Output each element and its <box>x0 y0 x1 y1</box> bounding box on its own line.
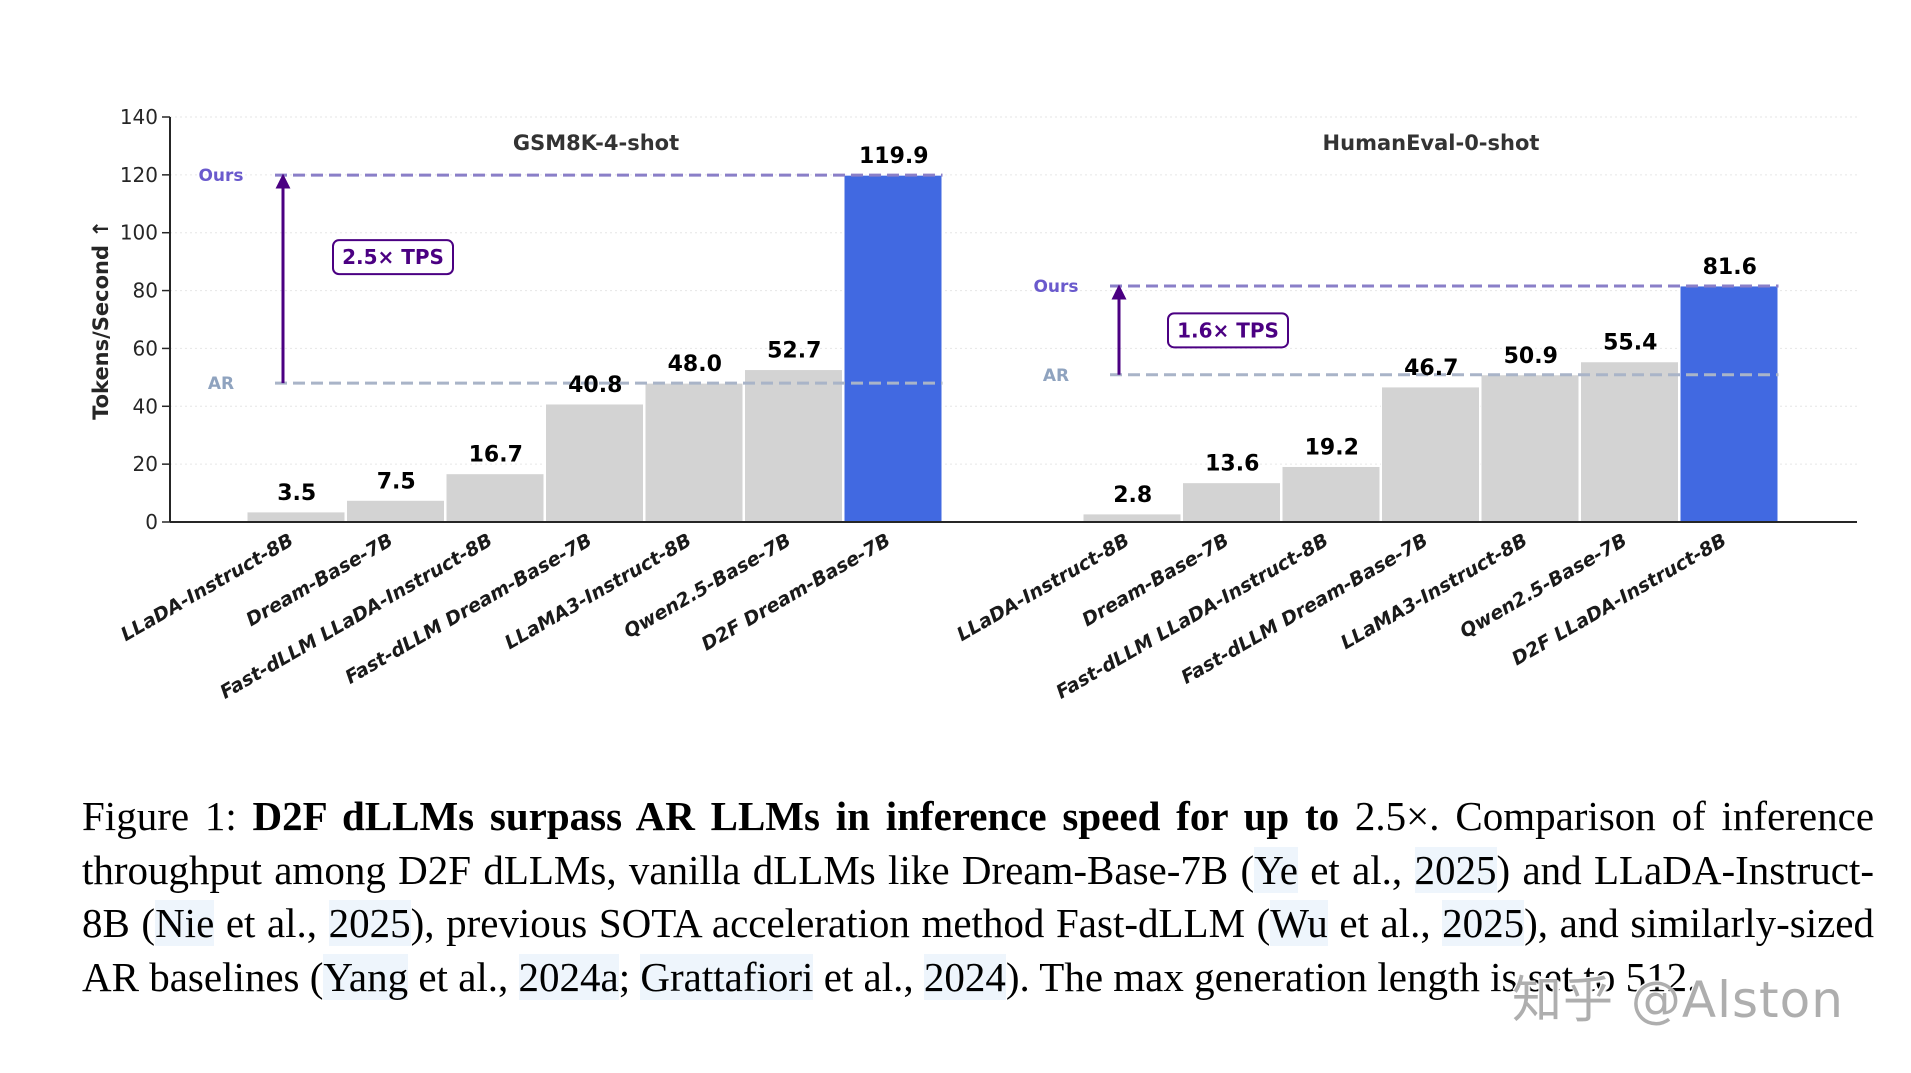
citation-link[interactable]: Ye <box>1254 846 1298 893</box>
citation-link[interactable]: 2024 <box>923 953 1006 1000</box>
citation-link[interactable]: 2025 <box>328 900 411 946</box>
bar <box>1082 513 1182 523</box>
x-category-label: Qwen2.5-Base-7B <box>1456 529 1630 642</box>
citation-link[interactable]: Nie <box>155 900 215 946</box>
x-category-label: LLaDA-Instruct-8B <box>117 529 297 646</box>
bar-value-label: 48.0 <box>668 352 722 377</box>
figure-caption: Figure 1: D2F dLLMs surpass AR LLMs in i… <box>82 790 1874 1004</box>
speedup-badge-label: 2.5× TPS <box>342 245 444 269</box>
bar-value-label: 119.9 <box>859 144 929 169</box>
bar-value-label: 81.6 <box>1703 255 1757 280</box>
bar <box>1182 482 1281 523</box>
bar-value-label: 19.2 <box>1305 435 1359 460</box>
caption-text: ). The max generation length is set to 5… <box>1005 953 1698 1000</box>
caption-text: ) and LLaDA-Instruct-8B ( <box>82 846 1875 947</box>
bar <box>1480 374 1580 523</box>
bar <box>346 499 445 523</box>
bar-value-label: 16.7 <box>469 443 523 468</box>
bar-value-label: 2.8 <box>1113 483 1152 508</box>
bar <box>644 382 744 523</box>
y-tick-label: 0 <box>145 510 158 534</box>
caption-body: Comparison of inference throughput among… <box>82 793 1874 1000</box>
bar-ours <box>843 174 943 523</box>
y-tick-label: 100 <box>120 221 158 245</box>
bar <box>1580 361 1679 523</box>
axes: 0 20 40 60 80 100 120 140 <box>120 105 1857 534</box>
citation-link[interactable]: Wu <box>1270 900 1328 946</box>
caption-text: et al., <box>813 953 924 1000</box>
ours-line-label: Ours <box>198 166 243 186</box>
y-tick-label: 80 <box>133 279 158 303</box>
x-category-label: LLaDA-Instruct-8B <box>953 529 1133 646</box>
x-category-label: LLaMA3-Instruct-8B <box>501 529 695 654</box>
bar-value-label: 3.5 <box>277 481 316 506</box>
bar-value-label: 13.6 <box>1205 452 1259 477</box>
caption-bold-title: D2F dLLMs surpass AR LLMs in inference s… <box>252 793 1340 839</box>
bar-value-label: 55.4 <box>1603 331 1657 356</box>
caption-text: et al., <box>1297 846 1415 893</box>
caption-prefix: Figure 1: <box>82 793 253 839</box>
bar-ours <box>1679 285 1779 523</box>
y-tick-label: 20 <box>133 452 158 476</box>
bar-chart: 0 20 40 60 80 100 120 140 3.5 LLaDA-Instruct-8B 7… <box>89 105 1857 704</box>
caption-text: et al., <box>408 953 519 1000</box>
citation-link[interactable]: Yang <box>323 953 409 1000</box>
y-tick-label: 60 <box>133 336 158 360</box>
citation-link[interactable]: 2025 <box>1414 846 1497 893</box>
panel-title: GSM8K-4-shot <box>513 131 679 155</box>
caption-text: Comparison of inference throughput among… <box>82 793 1875 893</box>
ours-line-label: Ours <box>1033 277 1078 297</box>
y-tick-label: 40 <box>133 394 158 418</box>
bar <box>545 403 644 523</box>
bar-value-label: 46.7 <box>1404 356 1458 381</box>
speedup-badge-label: 1.6× TPS <box>1177 318 1279 342</box>
bar-value-label: 40.8 <box>568 373 622 398</box>
bar-value-label: 7.5 <box>377 469 416 494</box>
bar-value-label: 50.9 <box>1504 344 1558 369</box>
bar <box>1281 465 1381 523</box>
x-category-label: Qwen2.5-Base-7B <box>620 529 794 642</box>
citation-link[interactable]: 2024a <box>518 953 619 1000</box>
bar <box>246 511 346 523</box>
y-tick-label: 120 <box>120 163 158 187</box>
caption-text: ; <box>618 953 641 1000</box>
bar-value-label: 52.7 <box>767 339 821 364</box>
bar <box>445 473 545 523</box>
citation-link[interactable]: 2025 <box>1442 900 1525 946</box>
speedup-badge <box>1167 312 1289 349</box>
bar <box>744 369 843 523</box>
x-category-label: D2F Dream-Base-7B <box>698 529 895 655</box>
citation-link[interactable]: Grattafiori <box>640 953 814 1000</box>
caption-text: ), and similarly-sized AR baselines ( <box>82 900 1875 1000</box>
bars <box>246 174 1779 523</box>
reference-lines <box>275 173 1779 385</box>
bar <box>1381 386 1480 523</box>
ar-line-label: AR <box>208 374 234 394</box>
panel-title: HumanEval-0-shot <box>1323 131 1540 155</box>
caption-text: et al., <box>214 900 329 946</box>
caption-text: et al., <box>1327 900 1443 946</box>
x-category-label: LLaMA3-Instruct-8B <box>1337 529 1531 654</box>
y-axis-label: Tokens/Second ↑ <box>89 220 113 420</box>
caption-speedup-value: 2.5×. <box>1339 793 1440 839</box>
ar-line-label: AR <box>1043 366 1069 386</box>
speedup-badge <box>332 239 454 276</box>
caption-text: ), previous SOTA acceleration method Fas… <box>410 900 1271 946</box>
y-tick-label: 140 <box>120 105 158 129</box>
